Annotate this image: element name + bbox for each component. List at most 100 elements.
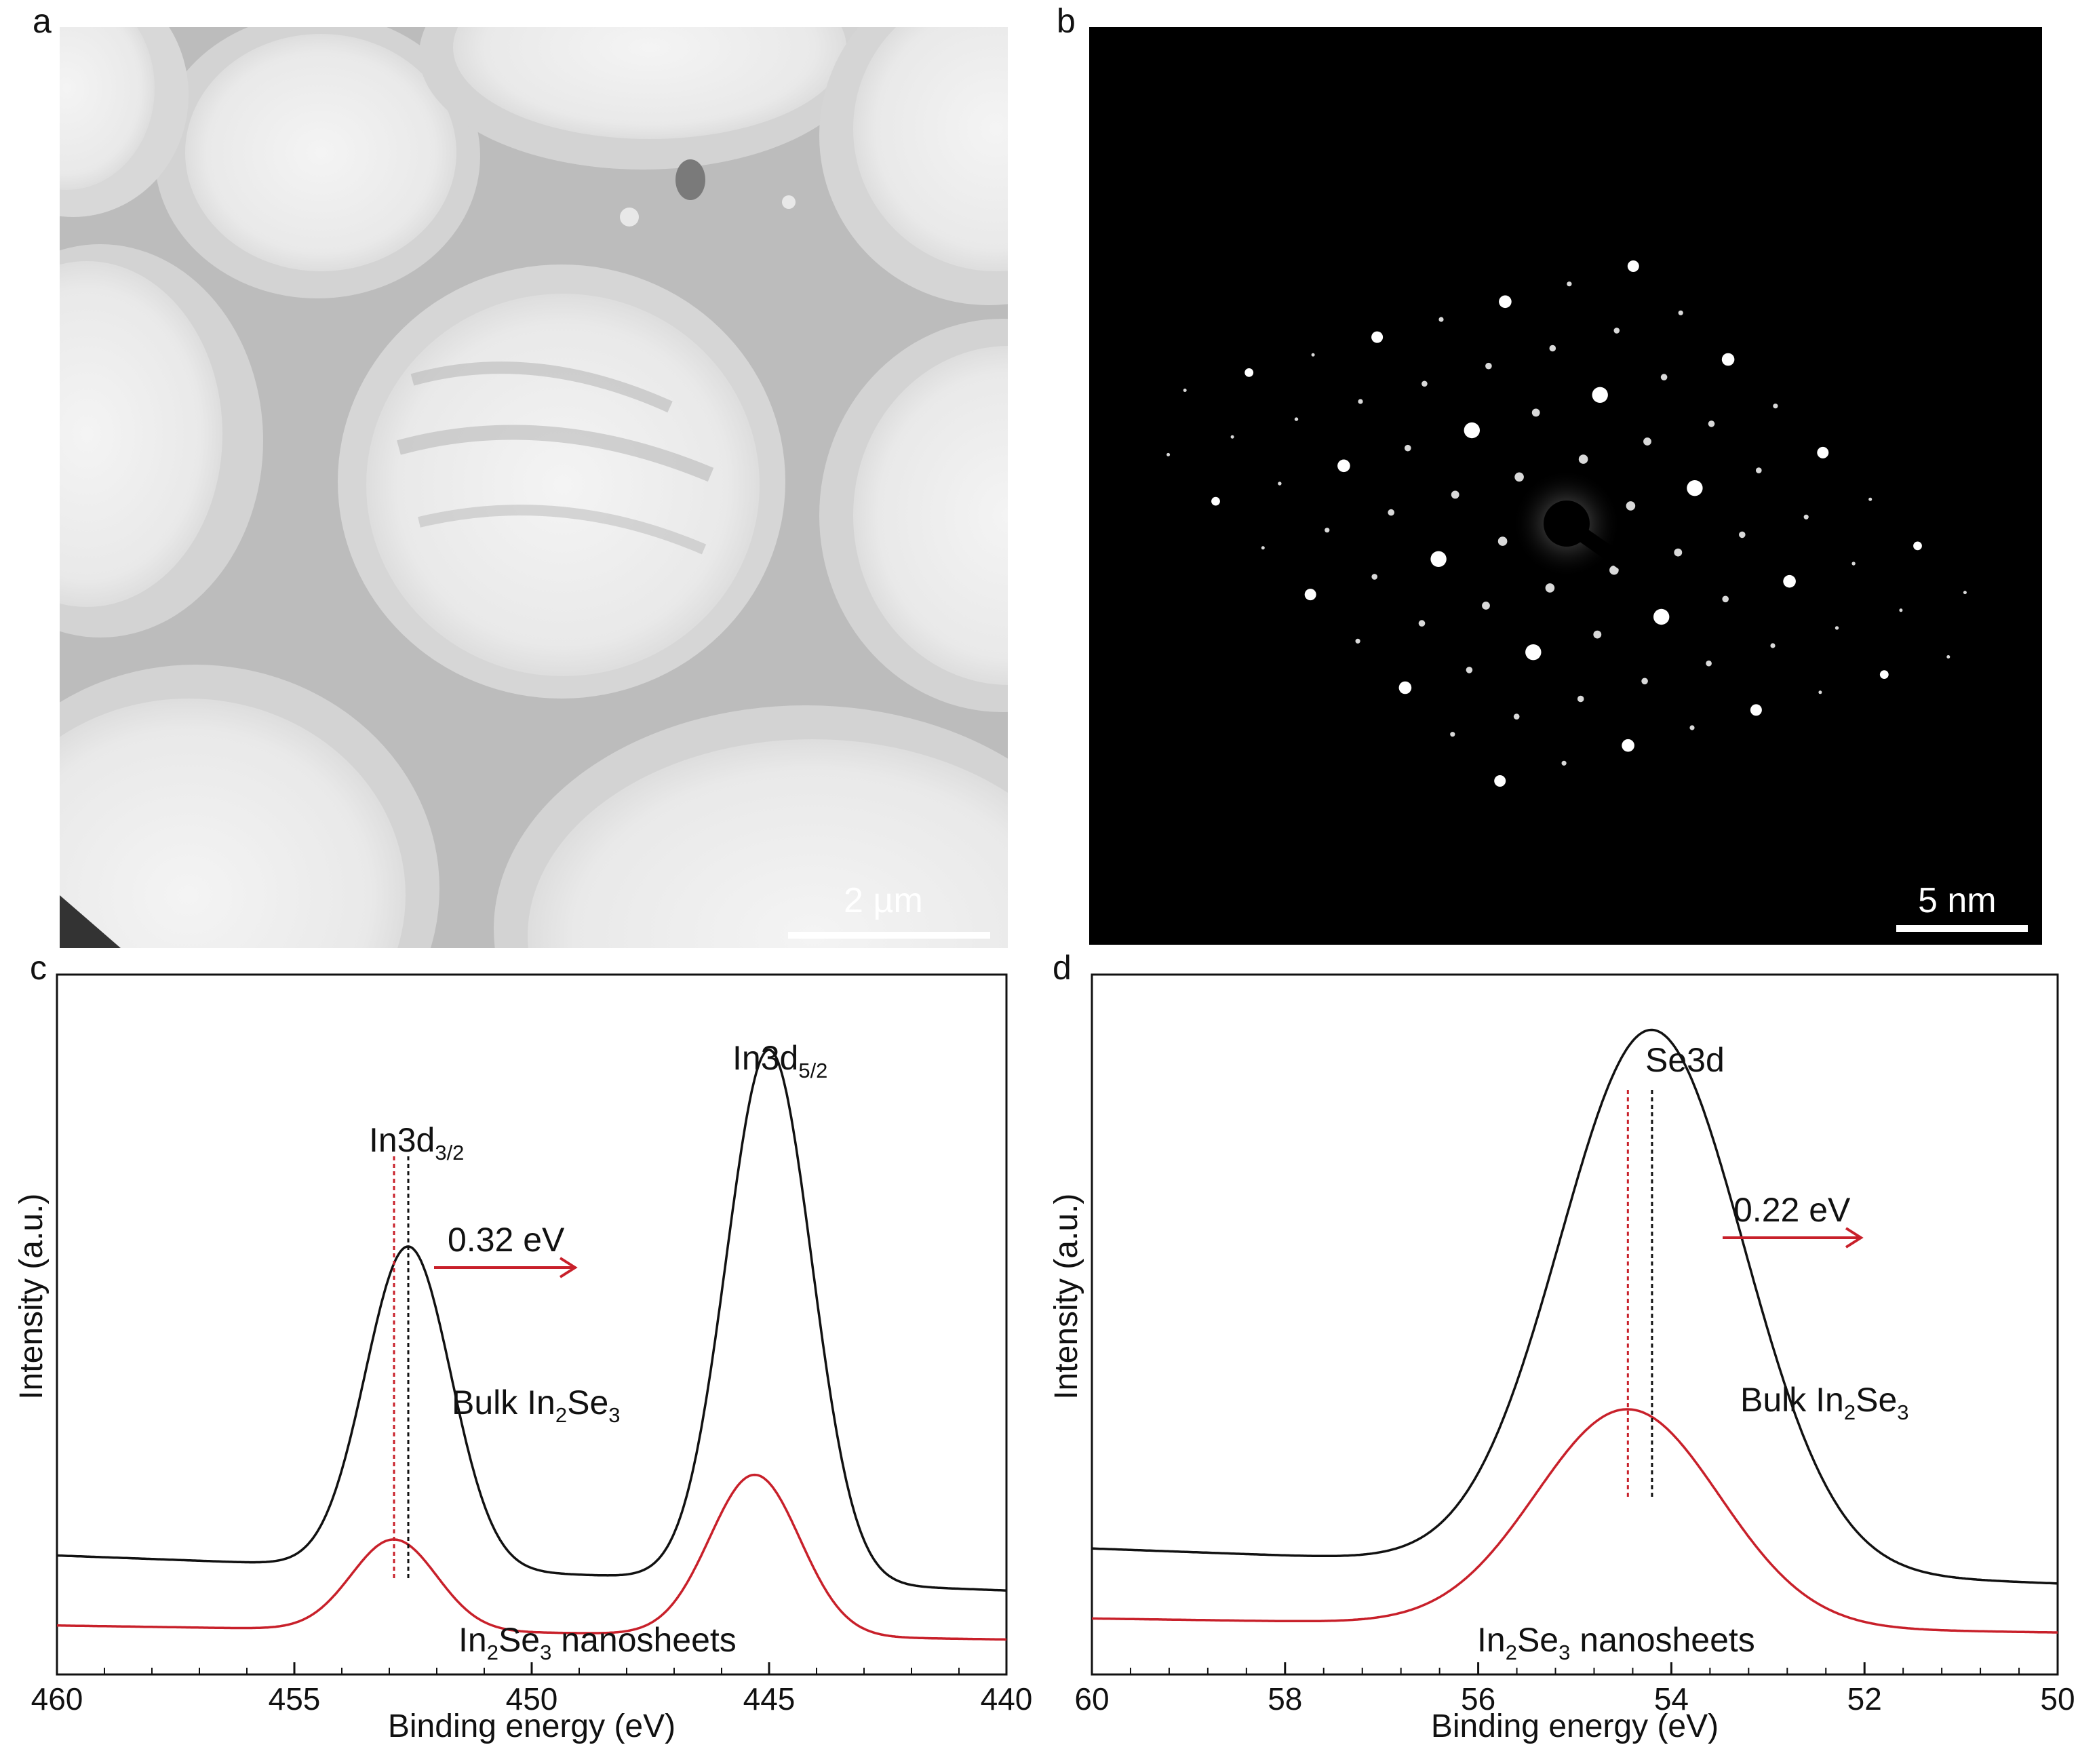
diffraction-spot <box>1653 608 1670 625</box>
diffraction-spot <box>1687 480 1703 496</box>
diffraction-spot <box>1531 408 1540 417</box>
plot-frame <box>1091 973 2059 1676</box>
x-tick-label: 60 <box>1074 1681 1109 1717</box>
plot-frame <box>56 973 1008 1676</box>
bulk-label: Bulk In2Se3 <box>452 1384 621 1427</box>
diffraction-spot <box>1358 399 1363 404</box>
shift-label: 0.32 eV <box>448 1221 565 1259</box>
diffraction-spot <box>1817 446 1829 458</box>
nanosheets-spectrum-line <box>57 1473 1006 1641</box>
panel-letter-b: b <box>1057 2 1076 40</box>
diffraction-spot <box>1494 775 1506 787</box>
diffraction-spot <box>1525 644 1542 661</box>
diffraction-spot <box>1946 655 1950 659</box>
diffraction-spot <box>1706 660 1712 667</box>
diffraction-spot <box>1485 362 1492 370</box>
diffraction-spot <box>1879 670 1889 679</box>
diffraction-spot <box>1613 328 1620 334</box>
diffraction-pattern <box>1089 27 2042 945</box>
nanosheets-label: In2Se3 nanosheets <box>458 1621 737 1664</box>
diffraction-spot <box>1803 514 1809 520</box>
diffraction-spot <box>1513 713 1520 720</box>
diffraction-spot <box>1230 435 1234 439</box>
diffraction-spot <box>1167 452 1171 456</box>
diffraction-spot <box>1660 374 1668 380</box>
diffraction-spot <box>1721 353 1735 366</box>
diffraction-spot <box>1678 310 1683 315</box>
diffraction-spot <box>1689 725 1695 730</box>
diffraction-spot <box>1549 345 1556 352</box>
x-tick-label: 450 <box>506 1681 558 1717</box>
diffraction-spot <box>1499 295 1512 309</box>
xps-in3d-chart: 460 455 450 445 440 Binding energy (eV) Intens… <box>14 973 1033 1744</box>
diffraction-spot <box>1750 704 1762 716</box>
diffraction-spot <box>1355 638 1360 644</box>
tem-micrograph-drawing <box>60 27 1008 948</box>
shift-arrow-head <box>1845 1227 1864 1249</box>
x-tick-label: 58 <box>1268 1681 1302 1717</box>
shift-label: 0.22 eV <box>1733 1191 1851 1229</box>
diffraction-spot <box>1482 602 1490 610</box>
diffraction-spot <box>1304 589 1316 601</box>
scale-bar-b <box>1896 925 2028 932</box>
diffraction-spot <box>1913 541 1922 551</box>
diffraction-spot <box>1183 389 1187 392</box>
panel-letter-c: c <box>30 949 47 987</box>
diffraction-spot <box>1626 501 1636 511</box>
diffraction-spot <box>1464 422 1480 439</box>
diffraction-spot <box>1311 353 1315 357</box>
diffraction-spot <box>1561 760 1567 766</box>
scale-bar-a <box>788 932 990 939</box>
diffraction-spot <box>1278 482 1282 486</box>
diffraction-spot <box>1851 562 1856 566</box>
diffraction-spot <box>1211 496 1220 506</box>
diffraction-spot <box>1418 620 1426 627</box>
x-tick-label: 445 <box>743 1681 796 1717</box>
bulk-spectrum-line <box>57 1048 1007 1592</box>
diffraction-spot <box>1622 739 1634 752</box>
diffraction-spot <box>1756 467 1762 473</box>
x-tick-label: 52 <box>1847 1681 1882 1717</box>
diffraction-spot <box>1545 583 1555 593</box>
shift-arrow-head <box>559 1257 578 1278</box>
diffraction-spot <box>1818 690 1822 694</box>
panel-letter-a: a <box>33 2 52 40</box>
diffraction-spot <box>1451 490 1459 499</box>
peak-label-in3d-3-2: In3d3/2 <box>369 1121 464 1164</box>
diffraction-spot <box>1294 417 1299 421</box>
diffraction-spot <box>1963 591 1967 595</box>
diffraction-spot <box>1450 732 1455 737</box>
diffraction-spot <box>1835 626 1839 630</box>
diffraction-spot <box>1405 444 1411 452</box>
x-tick-label: 56 <box>1461 1681 1495 1717</box>
diffraction-spot <box>1422 380 1428 387</box>
x-tick-label: 440 <box>981 1681 1033 1717</box>
diffraction-spot <box>1567 281 1572 287</box>
diffraction-spot <box>1388 509 1394 516</box>
diffraction-spot <box>1722 595 1729 603</box>
diffraction-drawing <box>1167 260 1967 787</box>
diffraction-spot <box>1641 678 1648 685</box>
diffraction-spot <box>1430 551 1447 567</box>
diffraction-spot <box>1577 695 1584 703</box>
diffraction-spot <box>1627 260 1639 272</box>
diffraction-spot <box>1371 574 1377 580</box>
x-axis-label: Binding energy (eV) <box>388 1708 675 1744</box>
diffraction-spot <box>1609 565 1619 575</box>
xps-se3d-chart: 60 58 56 54 52 50 Binding energy (eV) Intensity… <box>1048 973 2075 1744</box>
diffraction-spot <box>1466 667 1473 673</box>
diffraction-spot <box>1708 420 1715 427</box>
x-tick-label: 455 <box>269 1681 321 1717</box>
scale-label-a: 2 µm <box>844 881 923 920</box>
diffraction-spot <box>1438 317 1444 322</box>
diffraction-spot <box>1773 404 1778 409</box>
diffraction-spot <box>1578 454 1588 464</box>
x-tick-label: 54 <box>1654 1681 1689 1717</box>
diffraction-spot <box>1643 437 1651 446</box>
diffraction-spot <box>1868 497 1873 501</box>
diffraction-spot <box>1770 643 1776 648</box>
nanosheets-spectrum-line <box>1091 1408 2058 1634</box>
bulk-label: Bulk In2Se3 <box>1740 1381 1909 1424</box>
diffraction-spot <box>1337 459 1350 473</box>
diffraction-spot <box>1899 608 1903 612</box>
